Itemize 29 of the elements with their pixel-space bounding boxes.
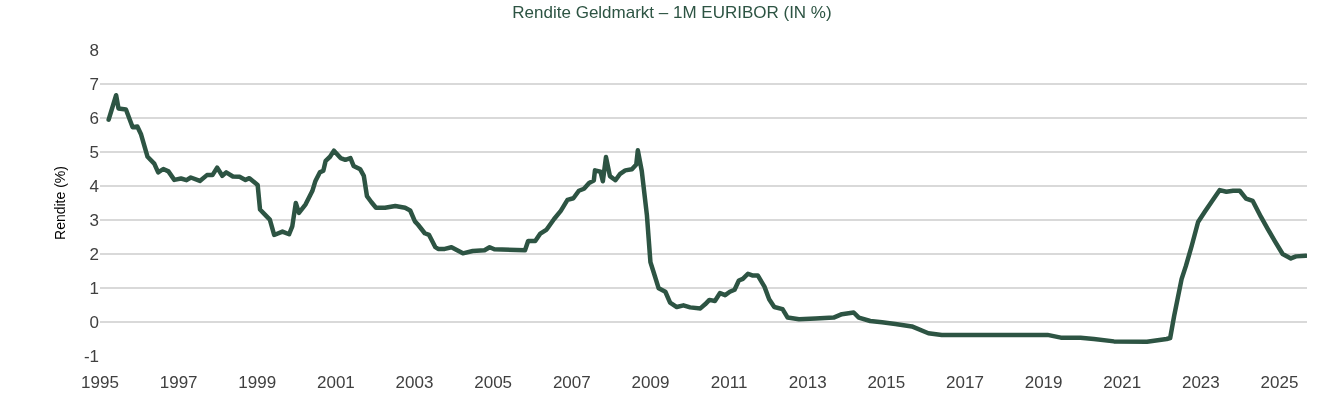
x-tick-label: 2021 <box>1103 373 1142 392</box>
line-series <box>106 92 1307 344</box>
y-tick-label: 0 <box>89 312 99 332</box>
x-tick-label: 2013 <box>788 373 827 392</box>
y-tick-label: 2 <box>89 244 99 264</box>
x-tick-label: 2011 <box>710 373 748 392</box>
x-tick-label: 2001 <box>316 373 355 392</box>
x-tick-label: 2015 <box>867 373 906 392</box>
x-tick-label: 2023 <box>1181 373 1220 392</box>
x-tick-label: 2025 <box>1260 373 1299 392</box>
y-tick-label: -1 <box>83 346 99 366</box>
y-tick-label: 6 <box>89 108 99 128</box>
y-tick-label: 4 <box>89 176 99 196</box>
x-tick-label: 1999 <box>238 373 277 392</box>
x-tick-label: 1995 <box>81 373 119 392</box>
x-tick-label: 1997 <box>159 373 198 392</box>
y-axis-title: Rendite (%) <box>52 166 69 240</box>
x-tick-label: 2019 <box>1024 373 1063 392</box>
y-tick-label: 8 <box>89 40 99 60</box>
x-tick-label: 2007 <box>552 373 591 392</box>
x-tick-label: 2009 <box>631 373 670 392</box>
x-tick-label: 2005 <box>474 373 513 392</box>
y-tick-label: 5 <box>89 142 99 162</box>
x-tick-label: 2017 <box>946 373 984 392</box>
y-tick-label: 7 <box>89 74 99 94</box>
y-tick-label: 3 <box>89 210 99 230</box>
chart-title: Rendite Geldmarkt – 1M EURIBOR (IN %) <box>512 3 832 23</box>
x-tick-label: 2003 <box>395 373 434 392</box>
y-tick-label: 1 <box>89 278 99 298</box>
